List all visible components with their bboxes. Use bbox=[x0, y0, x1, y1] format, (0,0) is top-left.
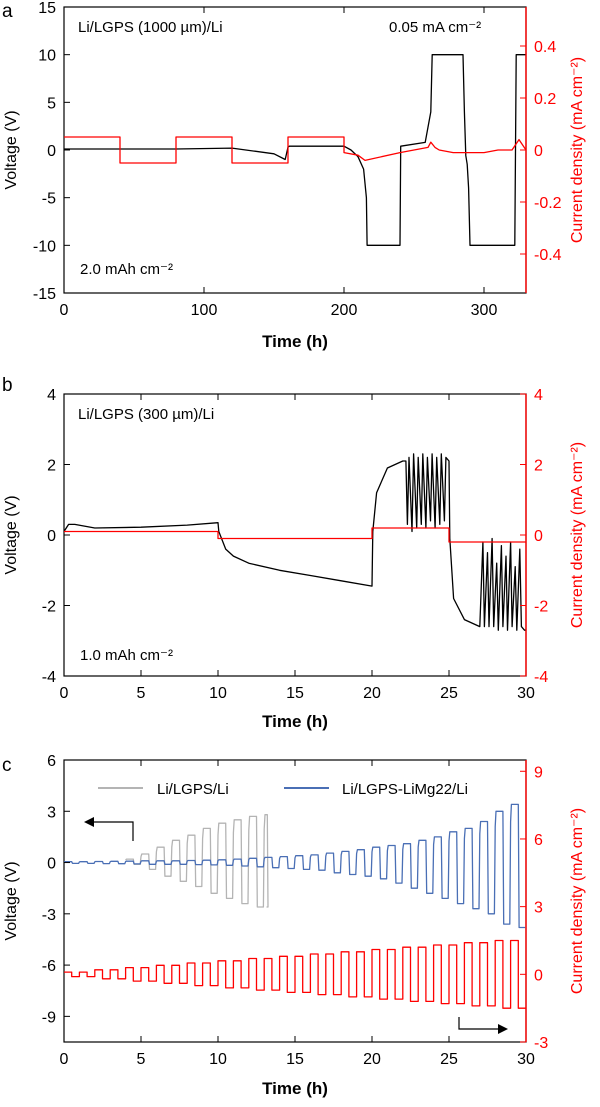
panel-c-y-tick-label: -9 bbox=[42, 1009, 56, 1026]
panel-b-x-tick-label: 20 bbox=[363, 685, 381, 702]
panel-b-annotation-capacity: 1.0 mAh cm⁻² bbox=[80, 647, 173, 664]
panel-c-x-tick-label: 15 bbox=[286, 1051, 304, 1068]
panel-c-current-axis-arrow bbox=[458, 1017, 499, 1030]
panel-c-x-tick-label: 5 bbox=[137, 1051, 146, 1068]
panel-a-annotation-cell: Li/LGPS (1000 µm)/Li bbox=[78, 19, 223, 36]
panel-c-legend-label-1: Li/LGPS-LiMg22/Li bbox=[342, 781, 468, 798]
panel-a-y2-tick-label: 0.2 bbox=[534, 91, 556, 108]
panel-b-plot-frame bbox=[63, 393, 527, 677]
panel-b-annotation-cell: Li/LGPS (300 µm)/Li bbox=[78, 406, 214, 423]
panel-b-y-tick-label: -2 bbox=[42, 599, 56, 616]
panel-b-series-current-density-line bbox=[64, 527, 526, 543]
panel-c-y2-tick-label: 0 bbox=[534, 967, 543, 984]
panel-a-y2-tick-label: -0.2 bbox=[534, 195, 562, 212]
panel-label-a: a bbox=[2, 1, 13, 22]
panel-a-x-tick-label: 0 bbox=[60, 302, 69, 319]
panel-c-y2-label: Current density (mA cm⁻²) bbox=[569, 808, 586, 994]
panel-c-series-current-density-line bbox=[64, 939, 526, 1009]
panel-a-x-tick-label: 300 bbox=[471, 302, 498, 319]
panel-c-x-tick-label: 30 bbox=[517, 1051, 535, 1068]
panel-a-x-label: Time (h) bbox=[262, 332, 328, 351]
panel-c-series-li-lgps-limg22-li-line bbox=[64, 803, 526, 929]
panel-b-x-tick-label: 10 bbox=[209, 685, 227, 702]
panel-c-y2-tick-label: 6 bbox=[534, 832, 543, 849]
panel-a-series-current-density-line bbox=[64, 136, 526, 164]
panel-a-y2-tick-label: 0 bbox=[534, 143, 543, 160]
panel-b-y2-tick-label: -4 bbox=[534, 669, 548, 686]
panel-a-annotation-current: 0.05 mA cm⁻² bbox=[389, 19, 481, 36]
panel-a-series-layer bbox=[64, 54, 526, 246]
panel-b-y-tick-label: 4 bbox=[47, 387, 56, 404]
panel-c-y2-tick-label: -3 bbox=[534, 1035, 548, 1052]
panel-b-y2-tick-label: 4 bbox=[534, 387, 543, 404]
panel-c: c 0 5 10 15 20 25 30 -9 -6 -3 0 3 6 -3 0 3 6 9 Li/LGPS/Li… bbox=[2, 753, 586, 1098]
panel-a-axes-layer: 0 100 200 300 -15 -10 -5 0 5 10 15 -0.4 -0.2 0 0.2 0.4 bbox=[33, 0, 562, 319]
panel-c-y-tick-label: 3 bbox=[47, 804, 56, 821]
panel-b-y2-label: Current density (mA cm⁻²) bbox=[569, 442, 586, 628]
panel-label-c: c bbox=[2, 755, 12, 776]
panel-b-x-tick-label: 30 bbox=[517, 685, 535, 702]
panel-a-plot-frame bbox=[63, 6, 527, 294]
panel-a-y-tick-label: -15 bbox=[33, 286, 56, 303]
panel-a-y2-label: Current density (mA cm⁻²) bbox=[569, 57, 586, 243]
panel-b-y2-tick-label: -2 bbox=[534, 599, 548, 616]
panel-b-series-voltage-line bbox=[64, 453, 526, 631]
panel-a-x-tick-label: 200 bbox=[331, 302, 358, 319]
panel-c-x-label: Time (h) bbox=[262, 1079, 328, 1098]
panel-a-y-tick-label: -10 bbox=[33, 238, 56, 255]
panel-a-y-label: Voltage (V) bbox=[3, 110, 20, 189]
panel-b-x-tick-label: 25 bbox=[440, 685, 458, 702]
panel-a-y-tick-label: 15 bbox=[38, 0, 56, 17]
panel-b-x-tick-label: 5 bbox=[137, 685, 146, 702]
panel-c-y-tick-label: -6 bbox=[42, 958, 56, 975]
panel-b-y2-tick-label: 2 bbox=[534, 458, 543, 475]
panel-c-x-tick-label: 25 bbox=[440, 1051, 458, 1068]
panel-c-y-label: Voltage (V) bbox=[3, 861, 20, 940]
panel-a-x-tick-label: 100 bbox=[191, 302, 218, 319]
panel-a-series-group bbox=[64, 54, 526, 246]
panel-c-x-tick-label: 10 bbox=[209, 1051, 227, 1068]
panel-b-y2-tick-label: 0 bbox=[534, 528, 543, 545]
panel-a-annotation-capacity: 2.0 mAh cm⁻² bbox=[80, 261, 173, 278]
panel-a-y2-tick-label: -0.4 bbox=[534, 247, 562, 264]
panel-b-y-label: Voltage (V) bbox=[3, 495, 20, 574]
panel-c-y-tick-label: 6 bbox=[47, 753, 56, 770]
panel-b-y-tick-label: 0 bbox=[47, 528, 56, 545]
panel-b-series-group bbox=[64, 453, 526, 631]
panel-label-b: b bbox=[2, 375, 13, 396]
panel-c-y2-tick-label: 9 bbox=[534, 764, 543, 781]
panel-b-x-tick-label: 15 bbox=[286, 685, 304, 702]
panel-c-series-layer bbox=[64, 803, 526, 1009]
panel-b-y-tick-label: 2 bbox=[47, 458, 56, 475]
panel-c-legend-label-0: Li/LGPS/Li bbox=[157, 781, 229, 798]
panel-b-series-layer bbox=[64, 453, 526, 631]
panel-b-x-label: Time (h) bbox=[262, 712, 328, 731]
panel-b-x-tick-label: 0 bbox=[60, 685, 69, 702]
panel-c-series-group bbox=[64, 803, 526, 1009]
panel-a-y-tick-label: 5 bbox=[47, 95, 56, 112]
panel-c-y2-tick-label: 3 bbox=[534, 900, 543, 917]
panel-c-current-axis-arrowhead bbox=[498, 1024, 508, 1034]
panel-c-y-tick-label: 0 bbox=[47, 856, 56, 873]
panel-a-y-tick-label: 10 bbox=[38, 48, 56, 65]
panel-a: a 0 100 200 300 -15 -10 -5 0 5 10 15 -0.4 -0.2 0 0.2 0.… bbox=[2, 0, 586, 351]
panel-c-x-tick-label: 0 bbox=[60, 1051, 69, 1068]
panel-c-y-tick-label: -3 bbox=[42, 907, 56, 924]
panel-b-y-tick-label: -4 bbox=[42, 669, 56, 686]
panel-c-voltage-axis-arrowhead bbox=[84, 817, 94, 827]
panel-c-voltage-axis-arrow bbox=[92, 821, 134, 841]
panel-a-y2-tick-label: 0.4 bbox=[534, 39, 556, 56]
panel-a-y-tick-label: 0 bbox=[47, 143, 56, 160]
panel-c-x-tick-label: 20 bbox=[363, 1051, 381, 1068]
panel-a-series-voltage-line bbox=[64, 54, 526, 246]
panel-c-axes-layer: 0 5 10 15 20 25 30 -9 -6 -3 0 3 6 -3 0 3 6 9 bbox=[42, 753, 549, 1068]
panel-a-y-tick-label: -5 bbox=[42, 191, 56, 208]
